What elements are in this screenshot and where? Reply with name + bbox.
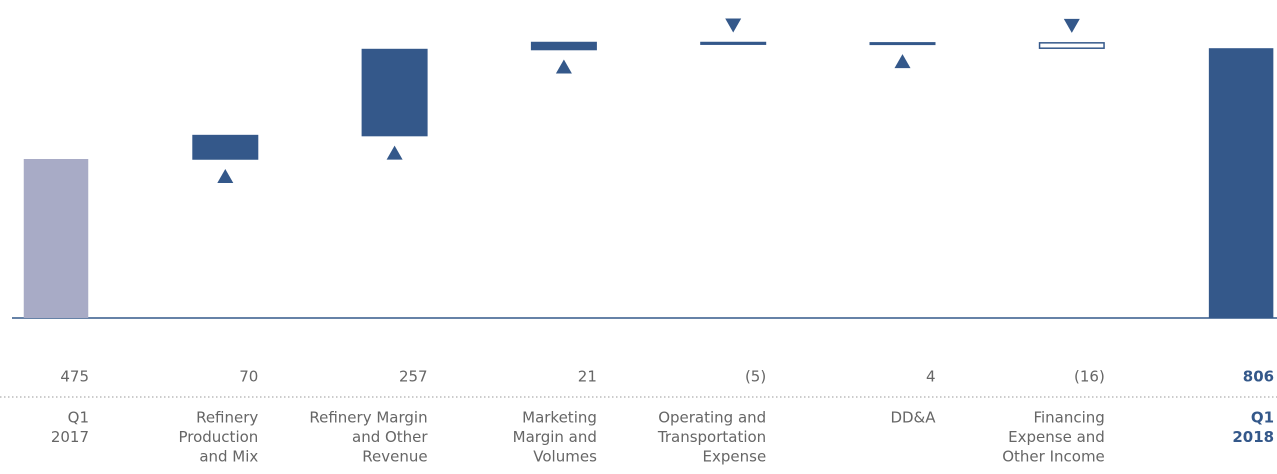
value-label: 70 [239,368,258,386]
x-tick-label: 2017 [51,428,89,446]
value-label: 4 [926,368,936,386]
bar [1208,48,1274,318]
x-tick-label: Marketing [522,409,597,427]
direction-arrow [386,145,403,160]
bar [1038,42,1105,49]
x-tick-label: Financing [1033,409,1104,427]
value-label: 21 [578,368,597,386]
bar [192,134,259,160]
x-tick-label: Expense [703,448,767,466]
x-tick-label: Expense and [1008,428,1105,446]
direction-arrow [217,169,234,183]
bar [700,41,767,45]
bar [23,159,89,318]
value-label: 257 [399,368,428,386]
bar [530,41,597,51]
x-tick-label: Margin and [513,428,597,446]
bar [361,48,428,137]
x-tick-label: Production [178,428,258,446]
x-tick-label: Transportation [657,428,766,446]
x-tick-label: Operating and [658,409,766,427]
x-tick-label: Refinery Margin [309,409,427,427]
x-tick-label: and Mix [199,448,258,466]
value-label: 475 [60,368,89,386]
x-tick-label: DD&A [890,409,936,427]
value-label: 806 [1243,368,1274,386]
bar [869,42,936,46]
x-tick-label: Refinery [196,409,258,427]
x-tick-label: Q1 [1251,409,1274,427]
x-tick-label: Volumes [533,448,597,466]
value-label: (5) [745,368,766,386]
direction-arrow [555,59,572,74]
x-tick-label: and Other [352,428,428,446]
x-tick-label: 2018 [1232,428,1274,446]
x-tick-label: Q1 [68,409,89,427]
direction-arrow [1063,18,1080,33]
direction-arrow [894,54,911,69]
direction-arrow [725,18,742,33]
x-tick-label: Other Income [1002,448,1105,466]
x-tick-label: Revenue [362,448,427,466]
value-label: (16) [1074,368,1105,386]
